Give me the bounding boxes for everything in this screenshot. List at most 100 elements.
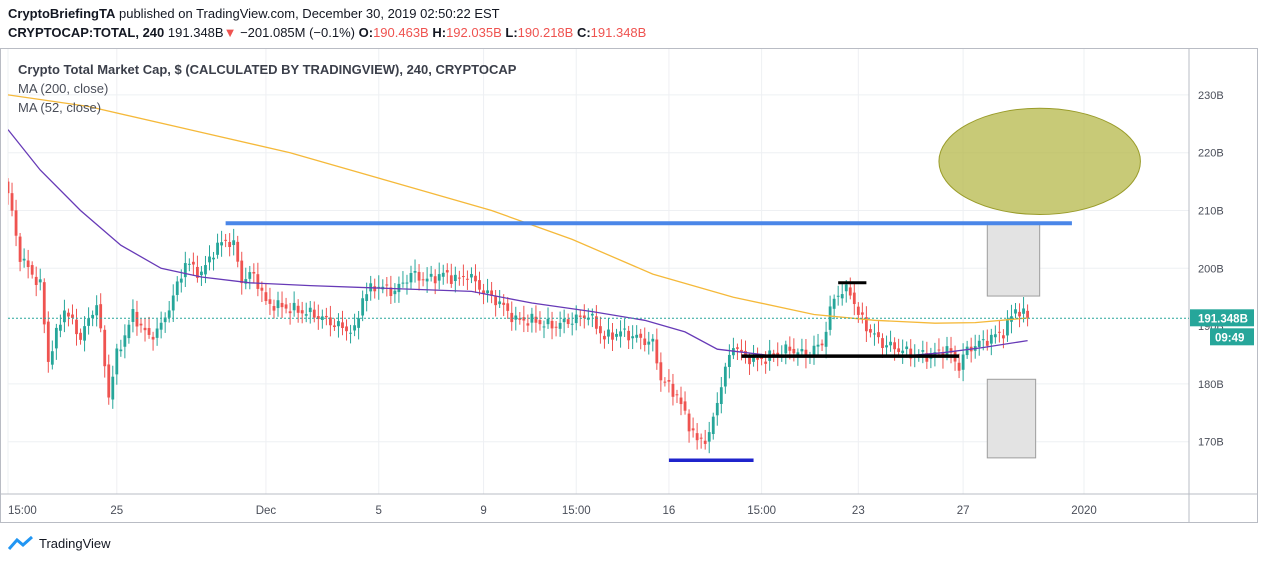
candle-body [236,241,240,262]
candle-body [95,305,99,316]
candle-body [756,357,759,360]
last-price-label: 191.348B [1198,313,1248,325]
candle-body [30,265,34,275]
candle-body [699,437,703,439]
candle-body [123,335,127,347]
candle-body [115,348,119,375]
candle-body [437,274,441,281]
candle-body [518,318,522,320]
candle-body [550,320,554,329]
candle-body [526,323,530,326]
candle-body [196,266,199,278]
candle-body [856,306,860,315]
candle-body [365,294,369,301]
low-label: L: [505,25,518,40]
candle-body [83,326,86,341]
candle-body [667,380,671,382]
x-tick-label: 25 [110,505,123,517]
candle-body [139,323,143,326]
candle-body [687,413,691,432]
candle-body [538,320,542,325]
candle-body [659,362,663,381]
legend-ma200[interactable]: MA (200, close) [18,81,109,96]
candle-body [155,328,159,338]
legend-ma52[interactable]: MA (52, close) [18,100,102,115]
candle-body [740,349,743,353]
close-value: 191.348B [590,25,647,40]
candle-body [558,322,562,329]
candle-body [1018,311,1021,317]
candle-body [163,317,167,323]
candle-body [224,239,228,241]
candle-body [1022,308,1025,314]
candle-body [8,181,10,194]
symbol-ohlc-line: CRYPTOCAP:TOTAL, 240 191.348B▼ −201.085M… [8,25,646,40]
candle-body [353,325,356,331]
candle-body [1006,318,1009,336]
candle-body [824,331,828,347]
candle-body [643,338,647,346]
x-tick-label: 23 [852,505,865,517]
candle-body [1026,310,1029,319]
candle-body [457,277,461,279]
candle-body [711,416,715,435]
candle-body [945,346,949,355]
candle-body [405,282,409,284]
candle-body [949,348,953,353]
candle-body [200,271,203,276]
candle-body [534,316,538,323]
candle-body [329,317,332,326]
candle-body [776,352,780,355]
candle-body [514,315,518,320]
candle-body [889,341,892,346]
y-tick-label: 200B [1198,263,1224,275]
x-tick-label: 16 [663,505,676,517]
candle-body [683,401,687,411]
plot-area [8,94,1141,462]
candle-body [663,381,667,383]
candle-body [58,324,62,331]
candle-body [248,272,252,279]
candle-body [425,278,429,282]
candle-body [260,287,264,291]
candle-body [719,387,723,404]
candle-body [417,271,421,281]
candle-body [183,263,187,278]
candle-body [510,312,514,323]
candle-body [361,298,365,316]
x-tick-label: 2020 [1071,505,1097,517]
tradingview-logo[interactable]: TradingView [8,535,111,551]
ma200-line [8,94,1028,324]
candle-body [474,275,477,282]
candle-body [131,309,135,322]
candle-body [244,279,248,284]
candle-body [135,311,139,327]
candle-body [10,193,14,211]
candle-body [695,433,699,441]
candle-body [87,318,90,326]
candle-body [869,329,872,333]
publish-text: published on TradingView.com, December 3… [115,6,500,21]
candle-body [159,322,163,330]
candle-body [296,305,300,313]
candle-body [103,329,107,367]
author-name[interactable]: CryptoBriefingTA [8,6,116,21]
candle-body [46,321,50,362]
candle-body [864,317,868,332]
candle-body [877,332,880,338]
candle-body [590,313,594,316]
candle-body [627,330,631,341]
legend-title: Crypto Total Market Cap, $ (CALCULATED B… [18,62,517,77]
candle-body [566,319,570,325]
low-value: 190.218B [517,25,574,40]
candle-body [997,331,1001,333]
publish-info: CryptoBriefingTA published on TradingVie… [8,6,500,21]
candle-body [312,309,316,318]
candle-body [308,307,312,313]
candle-body [14,210,18,236]
candle-body [175,281,179,295]
candle-body [796,352,800,355]
brand-label: TradingView [39,535,111,551]
candle-body [905,346,909,350]
